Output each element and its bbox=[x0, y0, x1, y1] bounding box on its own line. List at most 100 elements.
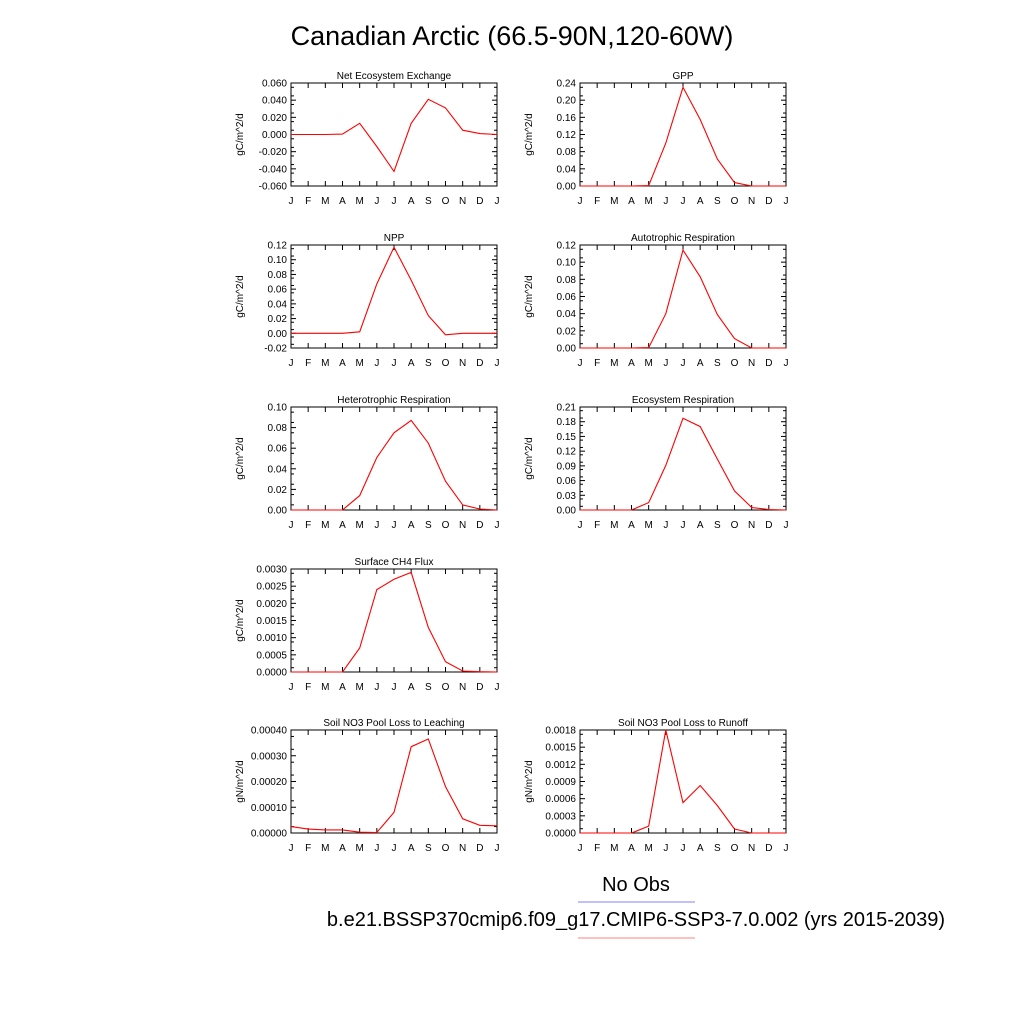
x-tick-label: S bbox=[425, 358, 432, 369]
chart-panel: Surface CH4 Flux 0.0000 0.0005 0.0010 0.0015… bbox=[235, 557, 500, 693]
x-tick-label: N bbox=[748, 196, 755, 207]
x-tick-label: J bbox=[374, 358, 379, 369]
x-tick-label: N bbox=[459, 682, 466, 693]
y-axis-title: gC/m^2/d bbox=[235, 599, 246, 642]
series-line bbox=[290, 738, 498, 834]
x-tick-label: A bbox=[339, 196, 346, 207]
y-tick-label: 0.10 bbox=[268, 403, 288, 414]
series-line bbox=[580, 417, 787, 511]
y-tick-label: 0.04 bbox=[268, 464, 288, 475]
x-tick-label: D bbox=[476, 358, 483, 369]
y-tick-label: 0.0005 bbox=[256, 650, 287, 661]
series-line bbox=[291, 98, 498, 173]
series-line bbox=[291, 419, 498, 511]
x-tick-label: N bbox=[459, 196, 466, 207]
x-tick-label: J bbox=[784, 520, 789, 531]
y-tick-label: 0.00 bbox=[557, 344, 577, 355]
x-tick-label: J bbox=[784, 843, 789, 854]
chart-title: Soil NO3 Pool Loss to Runoff bbox=[618, 718, 748, 729]
y-tick-label: 0.0012 bbox=[545, 760, 576, 771]
x-tick-label: A bbox=[408, 520, 415, 531]
y-tick-label: 0.12 bbox=[557, 130, 577, 141]
x-tick-label: S bbox=[425, 520, 432, 531]
x-tick-label: M bbox=[610, 520, 618, 531]
y-axis-title: gC/m^2/d bbox=[524, 113, 535, 156]
x-tick-label: M bbox=[355, 358, 363, 369]
x-tick-label: A bbox=[628, 196, 635, 207]
x-tick-label: J bbox=[495, 196, 500, 207]
x-tick-label: A bbox=[339, 520, 346, 531]
y-tick-label: 0.0015 bbox=[545, 743, 576, 754]
x-tick-label: N bbox=[748, 843, 755, 854]
y-tick-label: 0.02 bbox=[557, 326, 577, 337]
x-tick-label: O bbox=[442, 843, 450, 854]
x-tick-label: F bbox=[305, 358, 311, 369]
x-tick-label: O bbox=[731, 520, 739, 531]
legend: No Obs b.e21.BSSP370cmip6.f09_g17.CMIP6-… bbox=[327, 874, 945, 939]
x-tick-label: A bbox=[697, 520, 704, 531]
x-tick-label: M bbox=[610, 843, 618, 854]
x-tick-label: O bbox=[731, 196, 739, 207]
y-axis-title: gC/m^2/d bbox=[524, 275, 535, 318]
x-tick-label: A bbox=[339, 682, 346, 693]
x-tick-label: J bbox=[392, 843, 397, 854]
y-tick-label: 0.040 bbox=[262, 96, 287, 107]
x-tick-label: J bbox=[578, 843, 583, 854]
plot-frame bbox=[579, 244, 787, 349]
x-tick-label: O bbox=[442, 682, 450, 693]
x-tick-label: A bbox=[408, 682, 415, 693]
x-tick-label: S bbox=[714, 520, 721, 531]
x-tick-label: J bbox=[392, 196, 397, 207]
x-tick-label: N bbox=[459, 358, 466, 369]
x-tick-label: J bbox=[289, 843, 294, 854]
x-tick-label: A bbox=[697, 843, 704, 854]
y-tick-label: 0.21 bbox=[557, 403, 577, 414]
y-axis-title: gC/m^2/d bbox=[235, 275, 246, 318]
plot-frame bbox=[290, 568, 498, 673]
y-tick-label: 0.0000 bbox=[545, 829, 576, 840]
y-tick-label: 0.0000 bbox=[256, 668, 287, 679]
x-tick-label: J bbox=[495, 843, 500, 854]
x-tick-label: D bbox=[476, 843, 483, 854]
chart-title: Ecosystem Respiration bbox=[632, 395, 734, 406]
chart-panel: GPP 0.00 0.04 0.08 0.12 0.16 0.20 0.24 gC/m^2/d J… bbox=[524, 71, 789, 207]
x-tick-label: M bbox=[321, 682, 329, 693]
y-tick-label: 0.02 bbox=[268, 485, 288, 496]
x-tick-label: M bbox=[355, 196, 363, 207]
y-tick-label: 0.16 bbox=[557, 113, 577, 124]
x-tick-label: M bbox=[644, 520, 652, 531]
chart-panel: Ecosystem Respiration 0.00 0.03 0.06 0.09 0.1… bbox=[524, 395, 789, 531]
y-tick-label: 0.00040 bbox=[251, 726, 288, 737]
y-tick-label: 0.00030 bbox=[251, 751, 288, 762]
x-tick-label: N bbox=[748, 358, 755, 369]
y-tick-label: 0.04 bbox=[557, 164, 577, 175]
x-tick-label: J bbox=[784, 196, 789, 207]
y-tick-label: -0.02 bbox=[264, 344, 287, 355]
chart-panel: Soil NO3 Pool Loss to Runoff 0.0000 0.0003… bbox=[524, 718, 789, 854]
y-tick-label: 0.0009 bbox=[545, 777, 576, 788]
x-tick-label: J bbox=[289, 682, 294, 693]
x-tick-label: J bbox=[578, 196, 583, 207]
x-tick-label: J bbox=[392, 520, 397, 531]
x-tick-label: A bbox=[408, 843, 415, 854]
x-tick-label: J bbox=[663, 843, 668, 854]
x-tick-label: M bbox=[321, 843, 329, 854]
series-line bbox=[291, 245, 497, 336]
y-tick-label: -0.020 bbox=[259, 147, 288, 158]
x-tick-label: A bbox=[408, 196, 415, 207]
y-tick-label: 0.020 bbox=[262, 113, 287, 124]
x-tick-label: M bbox=[610, 358, 618, 369]
x-tick-label: M bbox=[644, 843, 652, 854]
chart-title: Surface CH4 Flux bbox=[355, 557, 434, 568]
series-line bbox=[580, 729, 786, 834]
x-tick-label: D bbox=[765, 196, 772, 207]
legend-model-label: b.e21.BSSP370cmip6.f09_g17.CMIP6-SSP3-7.… bbox=[327, 909, 945, 931]
x-tick-label: N bbox=[459, 520, 466, 531]
x-tick-label: D bbox=[476, 196, 483, 207]
plot-frame bbox=[579, 406, 787, 511]
y-tick-label: 0.00 bbox=[268, 506, 288, 517]
x-tick-label: J bbox=[495, 358, 500, 369]
y-axis-title: gC/m^2/d bbox=[235, 113, 246, 156]
x-tick-label: F bbox=[305, 196, 311, 207]
x-tick-label: J bbox=[289, 520, 294, 531]
